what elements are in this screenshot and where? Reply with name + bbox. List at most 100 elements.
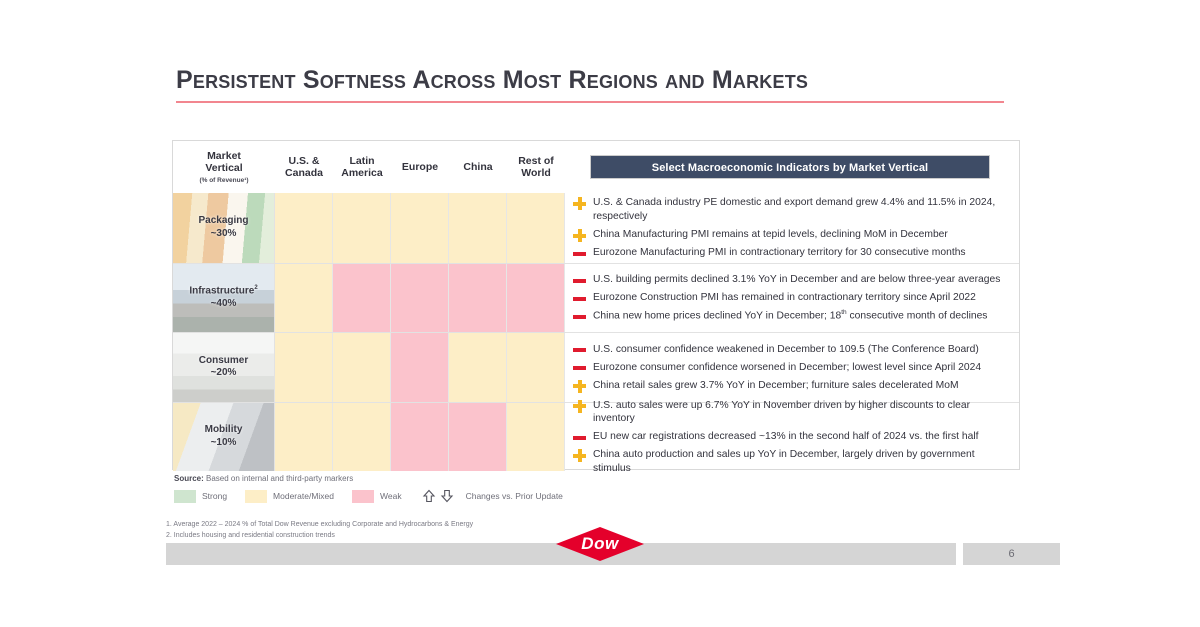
indicator-text: China Manufacturing PMI remains at tepid… — [593, 229, 948, 241]
indicator-text: Eurozone Construction PMI has remained i… — [593, 292, 976, 304]
plus-marker-icon — [573, 229, 586, 243]
vertical-name: Packaging — [198, 215, 249, 227]
vertical-thumbnail-image — [173, 402, 274, 471]
market-vertical-cell: Infrastructure2 ~40% — [173, 263, 275, 333]
heatmap-cell-china — [449, 263, 507, 332]
table-row: Infrastructure2 ~40% U.S. building permits… — [173, 262, 1019, 333]
header-revenue-note: (% of Revenue¹) — [199, 176, 249, 184]
market-vertical-cell: Consumer ~20% — [173, 333, 275, 402]
vertical-thumbnail-image — [173, 193, 274, 263]
table-row: Mobility ~10% U.S. auto sales were up 6.7%… — [173, 399, 1019, 474]
header-line-1: China — [463, 160, 493, 173]
indicator-text: U.S. & Canada industry PE domestic and e… — [593, 197, 996, 223]
dow-logo: Dow ® — [556, 527, 644, 561]
logo-wordmark: Dow — [581, 534, 619, 553]
market-vertical-table: Market Vertical (% of Revenue¹) U.S. & C… — [172, 140, 1020, 474]
indicator-text: Eurozone consumer confidence worsened in… — [593, 361, 982, 373]
heatmap-cell-europe — [391, 402, 449, 471]
legend: Strong Moderate/Mixed Weak Changes vs. P… — [174, 489, 563, 503]
vertical-label: Packaging ~30% — [173, 193, 274, 263]
column-header-market-vertical: Market Vertical (% of Revenue¹) — [173, 141, 275, 193]
column-header-latin-america: Latin America — [333, 141, 391, 193]
indicator-text: U.S. auto sales were up 6.7% YoY in Nove… — [593, 399, 971, 425]
minus-marker-icon — [573, 274, 586, 287]
heatmap-cell-latin-america — [333, 333, 391, 402]
minus-marker-icon — [573, 431, 586, 444]
legend-arrows — [422, 489, 454, 503]
indicator-item: China new home prices declined YoY in De… — [573, 309, 1009, 323]
indicator-item: Eurozone Construction PMI has remained i… — [573, 291, 1009, 305]
page-number: 6 — [1008, 548, 1015, 560]
table-body: Packaging ~30% U.S. & Canada industry PE d… — [173, 193, 1019, 474]
vertical-name: Mobility — [204, 424, 243, 436]
heatmap-cell-china — [449, 402, 507, 471]
minus-marker-icon — [573, 344, 586, 357]
legend-label-weak: Weak — [380, 491, 402, 501]
vertical-share: ~20% — [210, 367, 237, 379]
page-number-box: 6 — [963, 543, 1060, 565]
heatmap-cell-china — [449, 333, 507, 402]
footnote-1: 1. Average 2022 – 2024 % of Total Dow Re… — [166, 521, 474, 528]
plus-marker-icon — [573, 197, 586, 211]
indicator-list: U.S. consumer confidence weakened in Dec… — [565, 333, 1019, 402]
heatmap-cell-rest-of-world — [507, 193, 565, 263]
vertical-label: Mobility ~10% — [173, 403, 274, 472]
vertical-label: Infrastructure2 ~40% — [173, 264, 274, 333]
header-line-1: U.S. & — [288, 154, 320, 167]
table-row: Consumer ~20% U.S. consumer confidence wea… — [173, 332, 1019, 402]
legend-arrows-label: Changes vs. Prior Update — [465, 491, 563, 501]
heatmap-cell-europe — [391, 263, 449, 332]
source-label: Source: — [174, 474, 204, 483]
heatmap-cell-us-canada — [275, 402, 333, 471]
table-row: Packaging ~30% U.S. & Canada industry PE d… — [173, 193, 1019, 263]
heatmap-cell-us-canada — [275, 333, 333, 402]
minus-marker-icon — [573, 292, 586, 305]
vertical-label: Consumer ~20% — [173, 333, 274, 402]
indicator-item: U.S. auto sales were up 6.7% YoY in Nove… — [573, 399, 1009, 427]
indicator-item: China Manufacturing PMI remains at tepid… — [573, 228, 1009, 243]
heatmap-cell-latin-america — [333, 263, 391, 332]
column-header-china: China — [449, 141, 507, 193]
legend-label-moderate: Moderate/Mixed — [273, 491, 334, 501]
vertical-name: Consumer — [198, 354, 249, 366]
header-line-1: Latin — [349, 154, 375, 167]
heatmap-cell-latin-america — [333, 402, 391, 471]
plus-marker-icon — [573, 379, 586, 393]
indicator-item: U.S. building permits declined 3.1% YoY … — [573, 273, 1009, 287]
footnote-2: 2. Includes housing and residential cons… — [166, 531, 335, 539]
indicator-text: U.S. building permits declined 3.1% YoY … — [593, 274, 1001, 286]
indicator-text: China auto production and sales up YoY i… — [593, 449, 975, 475]
registered-mark: ® — [602, 552, 607, 558]
vertical-thumbnail-image — [173, 263, 274, 332]
column-header-europe: Europe — [391, 141, 449, 193]
indicator-item: U.S. & Canada industry PE domestic and e… — [573, 196, 1009, 224]
arrow-down-icon — [440, 489, 453, 503]
header-line-1: Europe — [401, 160, 439, 173]
minus-marker-icon — [573, 310, 586, 323]
indicator-list: U.S. building permits declined 3.1% YoY … — [565, 264, 1019, 333]
arrow-up-icon — [422, 489, 435, 503]
legend-swatch-weak — [352, 489, 374, 503]
plus-marker-icon — [573, 399, 586, 413]
footnotes: 1. Average 2022 – 2024 % of Total Dow Re… — [166, 520, 473, 541]
header-line-2: America — [341, 167, 383, 179]
footer-bar — [166, 543, 956, 565]
table-header-row: Market Vertical (% of Revenue¹) U.S. & C… — [173, 141, 1019, 193]
plus-marker-icon — [573, 449, 586, 463]
indicator-item: Eurozone Manufacturing PMI in contractio… — [573, 246, 1009, 260]
header-line-2: Canada — [285, 167, 323, 179]
heatmap-cell-rest-of-world — [507, 402, 565, 471]
minus-marker-icon — [573, 247, 586, 260]
legend-label-strong: Strong — [202, 491, 228, 501]
page-title: Persistent Softness Across Most Regions … — [176, 66, 809, 94]
market-vertical-cell: Mobility ~10% — [173, 402, 275, 472]
vertical-footnote-marker: 2 — [254, 285, 258, 292]
heatmap-cell-europe — [391, 333, 449, 402]
indicator-item: Eurozone consumer confidence worsened in… — [573, 361, 1009, 375]
indicator-item: China auto production and sales up YoY i… — [573, 448, 1009, 476]
banner-cell: Select Macroeconomic Indicators by Marke… — [565, 141, 1019, 193]
legend-swatch-strong — [174, 489, 196, 503]
heatmap-cell-us-canada — [275, 193, 333, 263]
indicator-text: Eurozone Manufacturing PMI in contractio… — [593, 247, 966, 259]
